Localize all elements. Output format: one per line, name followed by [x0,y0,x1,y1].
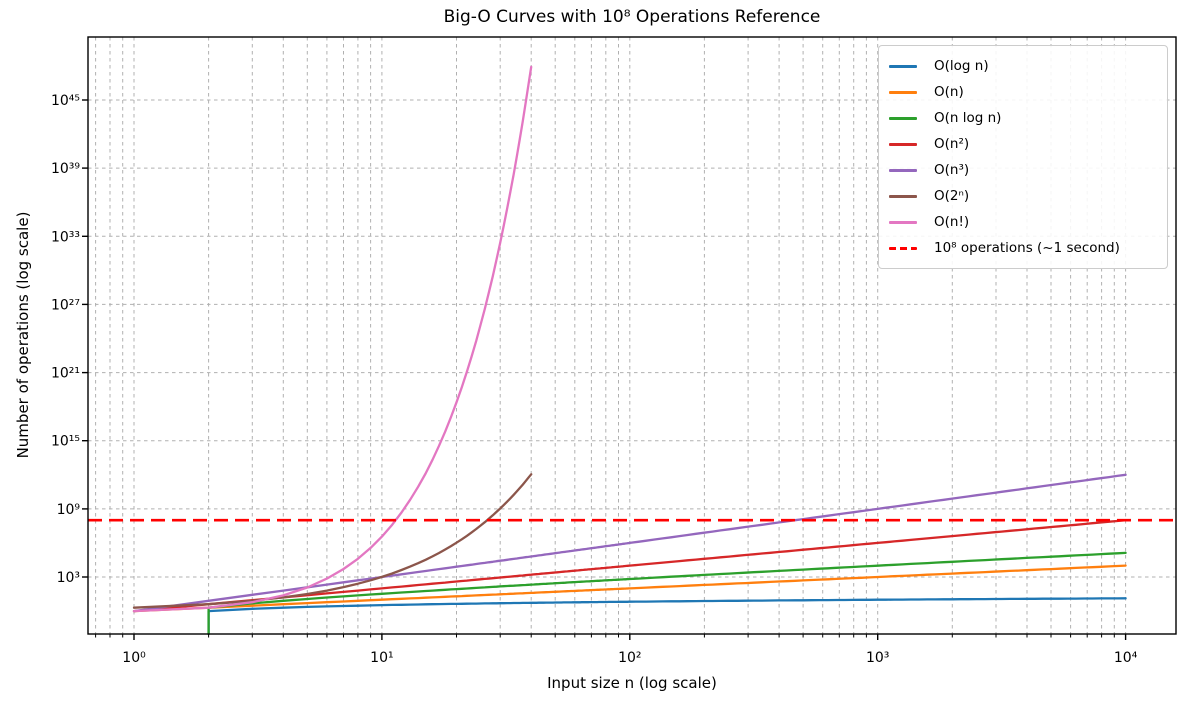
y-tick-label: 10²¹ [51,366,80,382]
x-tick-labels: 10⁰ 10¹ 10² 10³ 10⁴ [122,650,1137,666]
legend-label: O(n!) [934,214,970,230]
legend: O(log n) O(n) O(n log n) O(n²) O(n³) O(2ⁿ) O(n… [878,45,1168,269]
legend-entry: O(n!) [879,209,1167,235]
legend-entry: O(log n) [879,53,1167,79]
x-tick-label: 10⁴ [1114,650,1138,666]
x-axis-label: Input size n (log scale) [547,674,717,692]
legend-label: O(n log n) [934,110,1002,126]
tick-marks [82,99,1127,640]
curve-2n [132,473,533,609]
y-tick-label: 10²⁷ [51,297,80,313]
y-axis-label: Number of operations (log scale) [14,211,32,459]
legend-line-swatch [889,168,917,172]
legend-label: O(n³) [934,162,970,178]
legend-dashed-line-swatch [889,246,917,250]
curve-n [132,564,1127,613]
y-tick-label: 10⁹ [57,502,81,518]
curve-n3 [132,473,1127,613]
curve-log2 [207,597,1127,636]
legend-line-swatch [889,194,917,198]
legend-entry: O(n) [879,79,1167,105]
y-tick-label: 10³⁹ [51,161,80,177]
legend-label: O(n²) [934,136,970,152]
curve-n2 [132,519,1127,613]
x-tick-label: 10³ [866,650,889,666]
x-tick-label: 10² [618,650,641,666]
legend-line-swatch [889,220,917,224]
legend-entry: O(n²) [879,131,1167,157]
y-tick-label: 10¹⁵ [51,434,80,450]
legend-label: O(log n) [934,58,989,74]
curve-nlog2 [207,551,1127,636]
y-tick-labels: 10³ 10⁹ 10¹⁵ 10²¹ 10²⁷ 10³³ 10³⁹ 10⁴⁵ [51,93,80,586]
legend-line-swatch [889,142,917,146]
x-tick-label: 10¹ [370,650,393,666]
curve-fact [132,65,533,613]
legend-label: O(n) [934,84,964,100]
legend-entry: O(n log n) [879,105,1167,131]
legend-label: O(2ⁿ) [934,188,970,204]
y-tick-label: 10⁴⁵ [51,93,80,109]
legend-line-swatch [889,90,917,94]
legend-label: 10⁸ operations (~1 second) [934,240,1120,256]
legend-entry: O(n³) [879,157,1167,183]
x-tick-label: 10⁰ [122,650,146,666]
axes-spines [87,36,1177,635]
y-tick-label: 10³ [57,570,80,586]
y-tick-label: 10³³ [51,229,80,245]
legend-entry: 10⁸ operations (~1 second) [879,235,1167,261]
legend-line-swatch [889,64,917,68]
curves-layer [132,65,1127,636]
legend-line-swatch [889,116,917,120]
legend-entry: O(2ⁿ) [879,183,1167,209]
chart-title: Big-O Curves with 10⁸ Operations Referen… [443,7,821,27]
